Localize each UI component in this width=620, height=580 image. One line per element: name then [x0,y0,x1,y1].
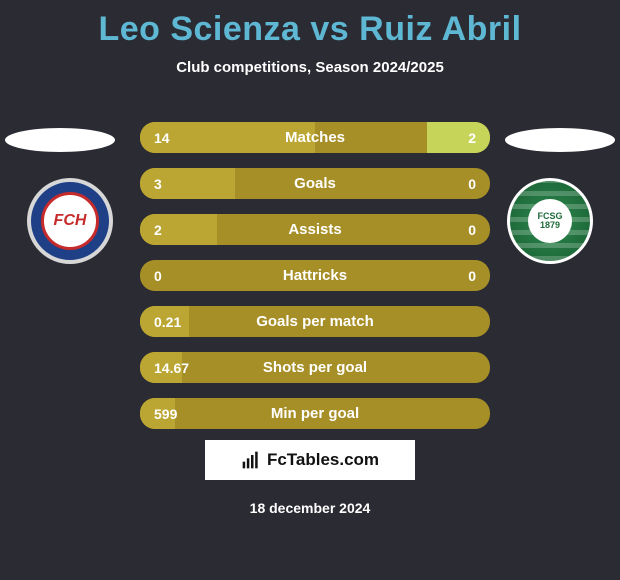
stats-container: 142Matches 30Goals 20Assists 00Hattricks 0.2… [140,122,490,444]
stat-label: Matches [140,129,490,146]
player-shadow-left [5,128,115,152]
stat-row: 00Hattricks [140,260,490,291]
club-right-center: FCSG 1879 [528,199,572,243]
footer-brand-badge: FcTables.com [205,440,415,480]
player-shadow-right [505,128,615,152]
stat-label: Goals [140,175,490,192]
stat-row: 142Matches [140,122,490,153]
page-title: Leo Scienza vs Ruiz Abril [0,0,620,49]
stat-label: Assists [140,221,490,238]
stat-label: Shots per goal [140,359,490,376]
stat-label: Hattricks [140,267,490,284]
club-left-abbr: FCH [41,192,99,250]
stat-row: 30Goals [140,168,490,199]
stat-row: 20Assists [140,214,490,245]
club-badge-right: FCSG 1879 [507,178,593,264]
season-subtitle: Club competitions, Season 2024/2025 [0,59,620,76]
chart-icon [241,450,261,470]
snapshot-date: 18 december 2024 [0,500,620,516]
club-badge-left: FCH [27,178,113,264]
footer-brand-text: FcTables.com [267,450,379,470]
stat-row: 0.21Goals per match [140,306,490,337]
club-right-year: 1879 [540,221,560,230]
stat-label: Goals per match [140,313,490,330]
stat-row: 14.67Shots per goal [140,352,490,383]
stat-row: 599Min per goal [140,398,490,429]
stat-label: Min per goal [140,405,490,422]
